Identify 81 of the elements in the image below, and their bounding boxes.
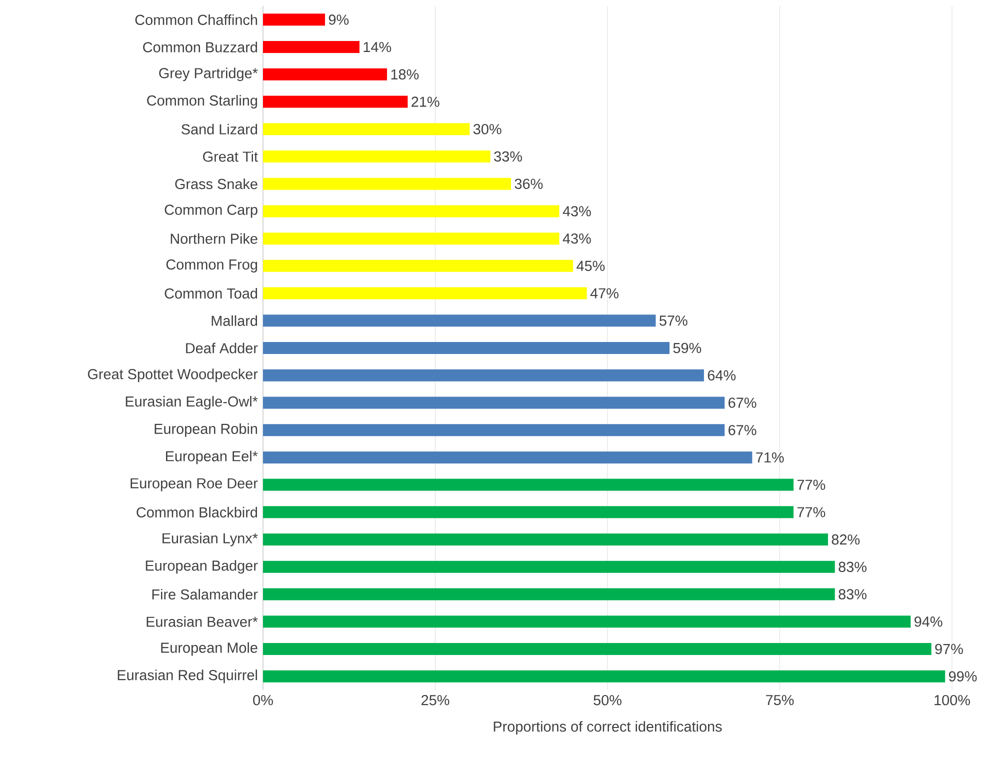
bar: [263, 205, 560, 218]
y-tick-label: European Eel*: [166, 450, 258, 464]
y-tick-label: Common Blackbird: [136, 506, 258, 518]
bar: [263, 451, 752, 464]
bar: [263, 150, 490, 162]
data-label: 67%: [728, 398, 756, 408]
bar: [263, 670, 946, 682]
bar: [263, 232, 560, 245]
data-label: 97%: [935, 644, 963, 654]
bar: [263, 41, 360, 54]
bar: [263, 506, 794, 518]
y-tick-label: Deaf Adder: [186, 342, 258, 354]
x-tick-label: 25%: [422, 695, 450, 706]
y-tick-label: Grass Snake: [175, 178, 258, 190]
data-label: 30%: [473, 124, 502, 134]
y-tick-label: Eurasian Eagle-Owl*: [126, 396, 258, 410]
data-label: 36%: [514, 178, 543, 189]
data-label: 71%: [756, 452, 784, 462]
bar: [263, 96, 408, 108]
bar: [263, 123, 470, 136]
data-label: 83%: [838, 562, 866, 572]
data-label: 18%: [391, 69, 419, 80]
bar: [263, 369, 704, 382]
data-label: 57%: [660, 316, 688, 326]
y-tick-label: Sand Lizard: [182, 124, 258, 134]
bar: [263, 314, 656, 327]
y-tick-label: Eurasian Beaver*: [146, 616, 258, 627]
y-tick-label: Common Toad: [164, 288, 258, 299]
data-label: 47%: [590, 288, 618, 298]
y-tick-label: Grey Partridge*: [159, 68, 258, 82]
x-axis-title: Proportions of correct identifications: [494, 721, 722, 735]
bar: [263, 342, 670, 354]
data-label: 43%: [562, 233, 591, 244]
y-tick-label: Common Buzzard: [143, 42, 258, 52]
bar: [263, 14, 326, 26]
data-label: 99%: [948, 671, 977, 682]
bar: [263, 260, 574, 272]
data-label: 21%: [412, 96, 440, 107]
bar: [263, 642, 932, 655]
bar: [263, 560, 835, 573]
data-label: 77%: [797, 507, 826, 518]
data-label: 59%: [673, 342, 702, 354]
y-tick-label: Northern Pike: [170, 233, 258, 244]
y-tick-label: Eurasian Red Squirrel: [118, 670, 257, 684]
data-label: 64%: [708, 370, 736, 380]
x-tick-label: 50%: [594, 695, 622, 706]
y-tick-label: European Badger: [146, 560, 258, 574]
data-label: 67%: [728, 424, 756, 436]
y-tick-label: Common Starling: [147, 95, 258, 108]
x-tick-label: 75%: [766, 695, 794, 706]
data-label: 14%: [364, 42, 392, 52]
x-tick-label: 100%: [934, 695, 970, 706]
x-tick-label: 0%: [253, 695, 273, 706]
bar: [263, 588, 835, 600]
bar: [263, 478, 794, 491]
data-label: 45%: [576, 260, 605, 272]
y-tick-label: Mallard: [212, 315, 258, 326]
bar: [263, 616, 911, 628]
bar: [263, 534, 828, 546]
y-tick-label: Great Tit: [203, 151, 258, 162]
bar: [263, 287, 587, 300]
bar: [263, 424, 725, 436]
bar: [263, 68, 388, 80]
data-label: 33%: [494, 151, 522, 162]
y-tick-label: Fire Salamander: [152, 588, 258, 600]
data-label: 43%: [562, 206, 591, 216]
y-tick-label: European Robin: [154, 423, 258, 437]
bar: [263, 178, 512, 190]
y-tick-label: European Mole: [161, 642, 258, 656]
y-tick-label: European Roe Deer: [130, 478, 258, 492]
data-label: 82%: [832, 534, 860, 545]
y-tick-label: Common Chaffinch: [135, 14, 258, 25]
y-tick-label: Common Frog: [166, 259, 258, 272]
data-label: 9%: [328, 14, 349, 25]
y-tick-label: Common Carp: [164, 204, 258, 218]
data-label: 77%: [797, 480, 826, 490]
data-label: 94%: [914, 616, 942, 627]
y-tick-label: Great Spottet Woodpecker: [88, 368, 258, 382]
y-tick-label: Eurasian Lynx*: [162, 532, 258, 546]
data-label: 83%: [838, 589, 866, 600]
bar: [263, 396, 725, 409]
